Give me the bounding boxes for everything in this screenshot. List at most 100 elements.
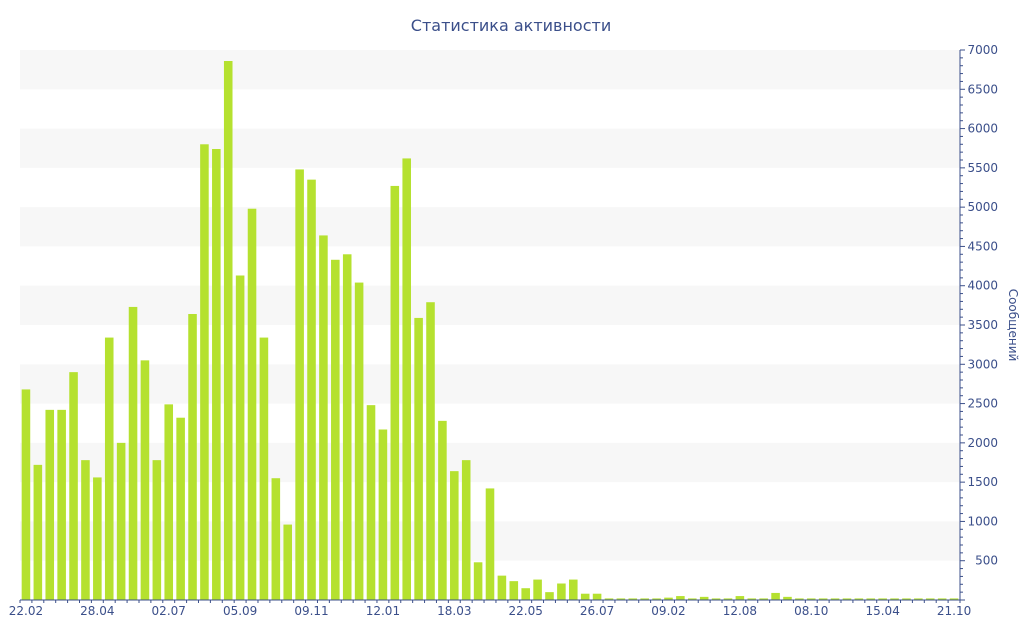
- y-tick-label: 3000: [967, 357, 998, 371]
- bar[interactable]: [771, 592, 780, 600]
- bar[interactable]: [473, 562, 483, 600]
- bar[interactable]: [426, 302, 435, 600]
- bar[interactable]: [414, 317, 423, 600]
- bar[interactable]: [628, 598, 638, 600]
- bar[interactable]: [640, 598, 649, 600]
- bar[interactable]: [783, 596, 792, 600]
- bar[interactable]: [699, 596, 709, 600]
- bar[interactable]: [735, 596, 745, 600]
- bar[interactable]: [461, 460, 471, 600]
- bar[interactable]: [152, 460, 162, 600]
- bar[interactable]: [521, 588, 530, 600]
- bar[interactable]: [307, 179, 316, 600]
- bar[interactable]: [140, 360, 150, 600]
- bar[interactable]: [842, 598, 852, 600]
- x-tick-label: 21.10: [937, 604, 971, 618]
- bar[interactable]: [569, 579, 578, 600]
- bar[interactable]: [57, 409, 66, 600]
- bar[interactable]: [747, 598, 757, 600]
- bar[interactable]: [830, 598, 840, 600]
- x-tick-label: 22.05: [509, 604, 543, 618]
- bar[interactable]: [676, 596, 685, 600]
- x-tick-label: 26.07: [580, 604, 614, 618]
- grid-band: [20, 364, 960, 404]
- y-tick-label: 2000: [967, 436, 998, 450]
- bar[interactable]: [866, 598, 876, 600]
- bar[interactable]: [949, 598, 959, 600]
- bar[interactable]: [390, 185, 400, 600]
- bar[interactable]: [604, 598, 614, 600]
- bar[interactable]: [878, 598, 887, 600]
- bar[interactable]: [806, 598, 816, 600]
- bar[interactable]: [295, 169, 304, 600]
- bar[interactable]: [223, 61, 233, 600]
- bar[interactable]: [69, 372, 78, 600]
- chart-title: Статистика активности: [411, 16, 611, 35]
- bar[interactable]: [212, 149, 221, 600]
- bar[interactable]: [533, 579, 542, 600]
- bar[interactable]: [509, 581, 519, 600]
- bar[interactable]: [402, 158, 411, 600]
- x-tick-label: 09.02: [651, 604, 685, 618]
- bar[interactable]: [902, 598, 911, 600]
- bar[interactable]: [723, 598, 733, 600]
- grid-band: [20, 207, 960, 247]
- bar[interactable]: [925, 598, 935, 600]
- bar[interactable]: [592, 593, 602, 600]
- bar[interactable]: [557, 583, 566, 601]
- bar[interactable]: [687, 598, 697, 600]
- bar[interactable]: [104, 337, 114, 600]
- bar[interactable]: [616, 598, 626, 600]
- bar[interactable]: [45, 409, 55, 600]
- bar[interactable]: [188, 314, 197, 600]
- x-tick-label: 15.04: [865, 604, 899, 618]
- bar[interactable]: [128, 306, 138, 600]
- bar[interactable]: [545, 592, 554, 600]
- bar[interactable]: [259, 337, 269, 600]
- bar[interactable]: [652, 598, 661, 600]
- y-tick-label: 1000: [967, 514, 998, 528]
- bar[interactable]: [283, 524, 293, 600]
- grid-band: [20, 128, 960, 168]
- bar[interactable]: [247, 208, 257, 600]
- bar[interactable]: [93, 477, 102, 600]
- y-tick-label: 7000: [967, 43, 998, 57]
- bar[interactable]: [200, 144, 209, 601]
- bar[interactable]: [450, 471, 459, 600]
- bar[interactable]: [664, 597, 673, 600]
- bar[interactable]: [354, 282, 364, 600]
- bar[interactable]: [759, 598, 768, 600]
- y-tick-label: 4500: [967, 239, 998, 253]
- bar[interactable]: [485, 488, 495, 600]
- bar[interactable]: [331, 259, 340, 600]
- bar[interactable]: [176, 417, 185, 600]
- bar[interactable]: [342, 254, 352, 601]
- bar[interactable]: [438, 420, 447, 600]
- bar[interactable]: [497, 575, 507, 600]
- bar[interactable]: [937, 598, 947, 600]
- bar[interactable]: [319, 235, 328, 600]
- y-tick-label: 6500: [967, 82, 998, 96]
- bar[interactable]: [21, 389, 31, 600]
- bar[interactable]: [116, 442, 126, 600]
- bar[interactable]: [795, 598, 804, 600]
- y-axis: 500 1000 1500 2000 2500 3000 3500 4000 4500 5000 5…: [959, 43, 998, 601]
- bar[interactable]: [711, 598, 721, 600]
- bar[interactable]: [378, 429, 388, 601]
- bar[interactable]: [271, 478, 281, 600]
- bar[interactable]: [580, 593, 590, 600]
- x-tick-label: 05.09: [223, 604, 257, 618]
- bar[interactable]: [914, 598, 923, 600]
- bar[interactable]: [890, 598, 899, 600]
- bar[interactable]: [81, 460, 90, 600]
- y-tick-label: 500: [975, 554, 998, 568]
- x-axis: 22.02 28.04 02.07 05.09 09.11 12.01 18.03 22.05…: [9, 599, 971, 618]
- bar[interactable]: [366, 405, 376, 600]
- bar[interactable]: [33, 464, 43, 600]
- bar[interactable]: [818, 598, 828, 600]
- bar[interactable]: [164, 404, 174, 600]
- bar[interactable]: [854, 598, 864, 600]
- x-tick-label: 09.11: [294, 604, 328, 618]
- bar[interactable]: [235, 275, 245, 601]
